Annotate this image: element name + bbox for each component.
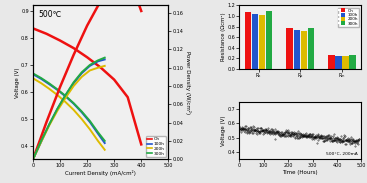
Bar: [245, 12, 251, 69]
X-axis label: Current Density (mA/cm²): Current Density (mA/cm²): [65, 170, 136, 176]
Bar: [349, 55, 356, 69]
Y-axis label: Voltage (V): Voltage (V): [15, 67, 20, 98]
Bar: [294, 30, 300, 69]
Y-axis label: Resistance (Ωcm²): Resistance (Ωcm²): [221, 13, 226, 61]
Bar: [286, 28, 293, 69]
Bar: [342, 56, 349, 69]
Legend: Oh, 100h, 200h, 300h: Oh, 100h, 200h, 300h: [146, 136, 166, 157]
Bar: [328, 55, 335, 69]
Text: 500°C, 200mA: 500°C, 200mA: [326, 152, 358, 156]
Y-axis label: Voltage (V): Voltage (V): [221, 115, 226, 146]
Legend: Oh, 100h, 200h, 300h: Oh, 100h, 200h, 300h: [338, 8, 359, 27]
Bar: [335, 56, 342, 69]
Bar: [259, 15, 265, 69]
Bar: [252, 14, 258, 69]
Text: 500℃: 500℃: [39, 10, 62, 19]
Bar: [266, 11, 272, 69]
Bar: [301, 31, 307, 69]
X-axis label: Time (Hours): Time (Hours): [283, 170, 318, 175]
Bar: [308, 28, 314, 69]
Y-axis label: Power Density (W/cm²): Power Density (W/cm²): [185, 51, 191, 114]
